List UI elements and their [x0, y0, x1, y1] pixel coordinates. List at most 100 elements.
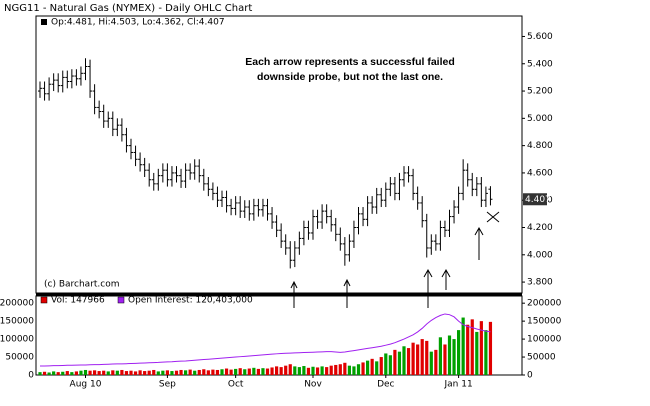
volume-bar	[215, 369, 220, 375]
volume-bar	[261, 368, 265, 375]
y-tick-label: 4.000	[527, 250, 553, 260]
volume-bar	[70, 372, 74, 375]
y-tick-label: 150000	[527, 317, 562, 327]
y-tick-label: 150000	[0, 317, 34, 327]
volume-bar	[147, 370, 151, 375]
x-tick-label: Oct	[228, 380, 244, 390]
volume-bar	[479, 321, 483, 375]
volume-bar	[379, 357, 383, 375]
volume-bar	[470, 319, 474, 375]
volume-legend: Vol: 147966	[51, 296, 105, 306]
volume-bar	[47, 372, 51, 375]
volume-bar	[111, 370, 115, 375]
volume-bar	[311, 366, 315, 375]
y-tick-label: 5.000	[527, 114, 553, 124]
volume-bar	[338, 364, 342, 375]
volume-bar	[343, 362, 347, 375]
volume-bar	[270, 367, 274, 375]
x-tick-label: Dec	[377, 380, 394, 390]
volume-bar	[165, 370, 169, 375]
volume-bar	[306, 367, 311, 375]
volume-bar	[152, 369, 156, 375]
volume-bar	[425, 340, 429, 375]
volume-bar	[406, 348, 411, 375]
volume-bar	[388, 355, 392, 375]
volume-bar	[74, 371, 78, 375]
y-tick-label: 5.200	[527, 87, 553, 97]
annotation: downside probe, but not the last one.	[257, 71, 443, 83]
legend-swatch	[40, 296, 48, 304]
y-tick-label: 50000	[527, 353, 556, 363]
volume-bar	[179, 369, 183, 375]
volume-bar	[352, 366, 356, 375]
volume-bar	[438, 337, 442, 375]
volume-bar	[420, 339, 424, 375]
volume-bar	[161, 370, 165, 375]
oi-legend: Open Interest: 120,403,000	[128, 296, 253, 306]
volume-bar	[52, 371, 56, 375]
volume-bar	[88, 370, 92, 375]
volume-bar	[229, 369, 233, 375]
volume-bar	[393, 349, 397, 375]
volume-bar	[93, 370, 97, 375]
volume-bar	[102, 370, 106, 375]
y-tick-label: 100000	[527, 335, 562, 345]
y-tick-label: 5.600	[527, 32, 553, 42]
volume-bar	[238, 368, 242, 375]
volume-bar	[143, 371, 147, 375]
volume-bar	[38, 372, 42, 375]
panel-divider	[36, 293, 522, 296]
volume-bar	[115, 370, 119, 375]
chart-title: NGG11 - Natural Gas (NYMEX) - Daily OHLC…	[4, 3, 252, 14]
volume-bar	[56, 372, 60, 375]
volume-bar	[411, 342, 415, 375]
volume-bar	[288, 364, 292, 375]
volume-bar	[61, 371, 65, 375]
volume-bar	[279, 367, 283, 375]
volume-bar	[197, 369, 201, 375]
volume-bar	[402, 346, 406, 375]
volume-bar	[429, 351, 433, 375]
volume-bar	[188, 369, 192, 375]
y-tick-label: 50000	[5, 353, 34, 363]
x-tick-label: Nov	[304, 380, 322, 390]
volume-bar	[347, 365, 351, 375]
arrow	[343, 278, 351, 308]
volume-bar	[243, 369, 247, 375]
volume-bar	[224, 368, 229, 375]
volume-bar	[320, 366, 324, 375]
y-tick-label: 0	[527, 371, 533, 381]
x-tick-label: Jan 11	[444, 380, 473, 390]
volume-bar	[202, 369, 206, 375]
volume-bar	[42, 371, 47, 375]
volume-bar	[443, 344, 447, 375]
volume-bar	[325, 367, 329, 375]
volume-bar	[366, 360, 370, 375]
volume-bar	[384, 353, 388, 375]
volume-bar	[234, 368, 238, 375]
y-tick-label: 200000	[0, 299, 34, 309]
volume-bar	[206, 370, 210, 375]
y-tick-label: 4.200	[527, 223, 553, 233]
volume-bar	[329, 365, 333, 375]
volume-bar	[416, 344, 420, 375]
volume-bar	[79, 370, 83, 375]
volume-bar	[334, 364, 338, 375]
volume-bar	[452, 339, 456, 375]
legend-swatch	[117, 296, 125, 304]
annotation: Each arrow represents a successful faile…	[245, 56, 455, 68]
y-tick-label: 4.800	[527, 141, 553, 151]
volume-bar	[356, 364, 361, 375]
volume-bar	[211, 369, 215, 375]
last-price-box	[523, 193, 547, 206]
volume-bar	[297, 367, 301, 375]
volume-bar	[129, 370, 133, 375]
open-interest-line	[40, 313, 491, 367]
volume-bar	[265, 368, 270, 375]
volume-bar	[133, 371, 138, 375]
volume-bar	[466, 324, 470, 375]
volume-bar	[484, 330, 488, 375]
volume-bar	[252, 367, 256, 375]
volume-bar	[475, 331, 479, 375]
